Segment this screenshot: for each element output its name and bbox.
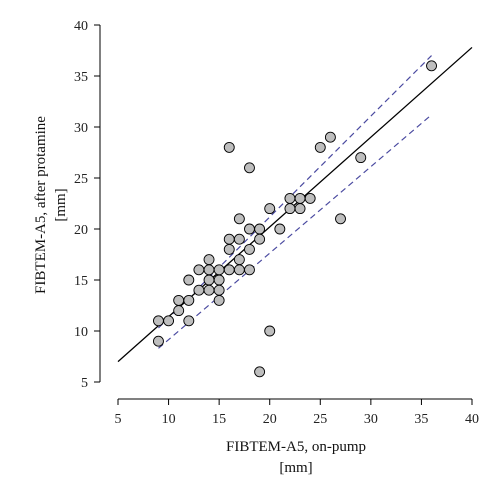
regression-fit [117,46,473,363]
x-tick-label: 30 [364,412,378,427]
data-point [173,305,185,317]
x-ticks: 5 10 15 20 25 30 35 40 [115,399,479,427]
data-points [153,60,437,378]
y-axis-title-line1: FIBTEM-A5, after protamine [33,116,49,294]
data-point [223,141,235,153]
data-point [324,131,336,143]
data-point [355,152,367,164]
data-point [233,264,245,276]
data-point [213,264,225,276]
confidence-bands [158,55,432,349]
data-point [203,254,215,266]
y-tick-label: 35 [74,70,88,85]
data-point [233,254,245,266]
data-point [193,284,205,296]
data-point [244,223,255,235]
data-point [223,243,235,255]
data-point [294,203,306,215]
data-point [294,192,306,204]
data-point [264,203,276,215]
regression-line [117,46,473,363]
data-point [304,192,316,204]
data-point [244,243,255,255]
data-point [183,294,195,306]
data-point [254,233,266,245]
y-tick-label: 40 [74,19,88,34]
data-point [244,162,255,174]
data-point [314,141,326,153]
data-point [203,284,215,296]
data-point [183,274,195,286]
y-tick-label: 30 [74,121,88,136]
data-point [426,60,437,72]
y-ticks: 5 10 15 20 25 30 35 40 [74,19,100,391]
x-axis-title-line1: FIBTEM-A5, on-pump [226,439,366,455]
data-point [264,325,276,337]
confidence-band-lower [158,114,432,349]
data-point [254,223,266,235]
data-point [284,192,296,204]
data-point [163,315,175,327]
data-point [213,274,225,286]
x-tick-label: 40 [465,412,479,427]
data-point [244,264,255,276]
data-point [335,213,346,225]
data-point [203,274,215,286]
x-tick-label: 20 [263,412,277,427]
data-point [223,264,235,276]
confidence-band-upper [158,55,432,329]
data-point [173,294,185,306]
y-tick-label: 15 [74,274,88,289]
y-tick-label: 20 [74,223,88,238]
data-point [254,366,266,378]
x-tick-label: 25 [313,412,327,427]
x-axis-title-line2: [mm] [279,460,312,476]
data-point [183,315,195,327]
data-point [274,223,286,235]
data-point [213,284,225,296]
data-point [284,203,296,215]
data-point [193,264,205,276]
data-point [223,233,235,245]
data-point [203,264,215,276]
data-point [233,233,245,245]
x-tick-label: 15 [212,412,226,427]
axes [99,25,472,400]
y-axis-title-line2: [mm] [53,188,69,221]
x-tick-label: 10 [162,412,176,427]
data-point [153,335,164,347]
y-tick-label: 10 [74,325,88,340]
y-tick-label: 25 [74,172,88,187]
x-tick-label: 5 [115,412,122,427]
data-point [213,294,225,306]
y-tick-label: 5 [81,376,88,391]
y-axis-title: FIBTEM-A5, after protamine [mm] [33,116,69,294]
x-tick-label: 35 [414,412,428,427]
data-point [153,315,164,327]
data-point [233,213,245,225]
